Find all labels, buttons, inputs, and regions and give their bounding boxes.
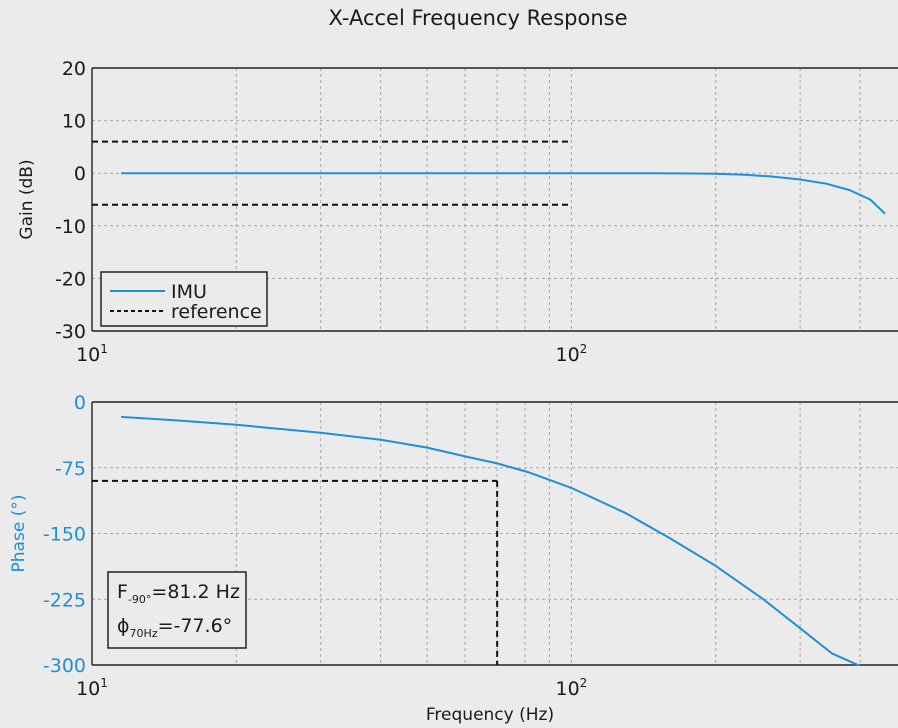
figure-title: X-Accel Frequency Response <box>329 6 628 30</box>
gain-y-tick-label: -20 <box>55 268 86 290</box>
gain-y-tick-label: 0 <box>74 163 86 185</box>
phase-y-axis-label: Phase (°) <box>9 495 29 573</box>
gain-y-tick-label: 20 <box>62 58 86 80</box>
gain-x-tick-label: 102 <box>555 342 587 366</box>
gain-y-axis-label: Gain (dB) <box>17 159 37 239</box>
gain-x-tick-label: 101 <box>76 342 108 366</box>
phase-y-tick-label: 0 <box>74 392 86 414</box>
annotation-box: F-90°=81.2 Hz ϕ70Hz=-77.6° <box>107 571 247 649</box>
gain-imu-line <box>121 172 886 215</box>
gain-y-tick-label: -30 <box>55 321 86 343</box>
phase-y-tick-label: -225 <box>43 589 86 611</box>
phase-x-axis-label: Frequency (Hz) <box>426 705 554 725</box>
gain-y-tick-label: 10 <box>62 111 86 133</box>
annotation-f90: F-90°=81.2 Hz <box>117 581 240 606</box>
phase-x-tick-label: 101 <box>76 676 108 700</box>
phase-y-tick-label: -75 <box>55 458 86 480</box>
phase-y-tick-label: -150 <box>43 524 86 546</box>
phase-x-tick-label: 102 <box>555 676 587 700</box>
phase-y-tick-label: -300 <box>43 655 86 677</box>
legend-reference-label: reference <box>171 301 262 323</box>
legend-imu-label: IMU <box>171 281 207 303</box>
annotation-phi70: ϕ70Hz=-77.6° <box>117 615 232 640</box>
phase-imu-line <box>121 415 863 666</box>
gain-y-tick-label: -10 <box>55 216 86 238</box>
